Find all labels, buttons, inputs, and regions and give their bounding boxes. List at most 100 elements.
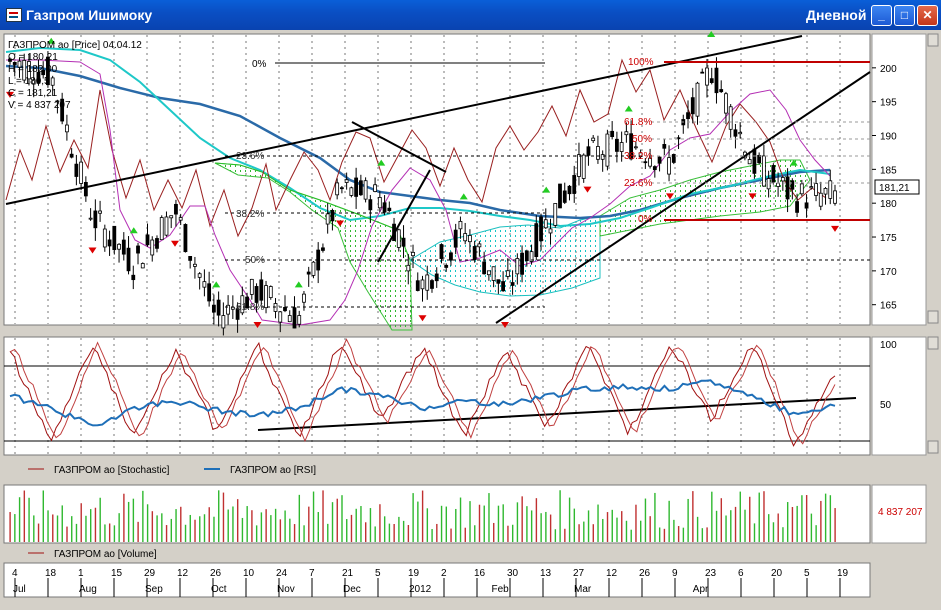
date-tick-day: 19: [837, 568, 849, 579]
osc-tick-100: 100: [880, 340, 897, 351]
candle-up: [363, 180, 368, 200]
fractal-down-arrow: [253, 322, 262, 328]
trendline-upper: [5, 35, 803, 205]
fractal-down-arrow: [831, 225, 839, 232]
stochastic-legend-label: ГАЗПРОМ ао [Stochastic]: [54, 465, 170, 476]
volume-bar: [768, 514, 770, 542]
price-tick-175: 175: [880, 233, 897, 244]
fib2-label-0: 0%: [638, 214, 653, 225]
candle-down: [183, 224, 188, 253]
candle-up: [226, 304, 231, 315]
price-scroll-down[interactable]: [927, 310, 939, 324]
candle-down: [321, 247, 325, 251]
volume-bar: [668, 500, 670, 542]
volume-bar: [644, 498, 647, 542]
period-label[interactable]: Дневной: [806, 7, 867, 23]
candle-down: [121, 239, 126, 255]
fractal-up-arrow: [129, 227, 138, 234]
window-titlebar: Газпром Ишимоку Дневной _ □ ✕: [0, 0, 941, 30]
volume-bar: [18, 497, 21, 542]
candle-up: [581, 154, 586, 179]
candle-down: [629, 133, 634, 160]
volume-bar: [75, 523, 78, 542]
volume-bar: [279, 519, 282, 542]
candle-down: [610, 130, 615, 138]
fractal-down-arrow: [748, 193, 757, 200]
candle-down: [757, 154, 762, 164]
minimize-button[interactable]: _: [871, 5, 892, 26]
volume-bar: [474, 525, 476, 542]
volume-bar: [23, 490, 26, 542]
osc-scroll-up[interactable]: [927, 336, 939, 350]
volume-bar: [530, 510, 533, 542]
candle-down: [354, 177, 359, 197]
trendline-wedge-b: [377, 169, 431, 263]
oscillator-legend: ГАЗПРОМ ао [Stochastic] ГАЗПРОМ ао [RSI]: [28, 465, 316, 476]
volume-bar: [805, 495, 808, 542]
volume-bar: [312, 491, 315, 542]
volume-bar: [606, 512, 609, 542]
volume-bar: [113, 525, 116, 542]
volume-bar: [687, 498, 689, 542]
candle-up: [268, 286, 273, 298]
close-button[interactable]: ✕: [917, 5, 938, 26]
candle-down: [733, 129, 738, 137]
volume-bar: [568, 497, 571, 542]
volume-bar: [47, 510, 49, 542]
volume-bar: [327, 523, 329, 542]
date-tick-day: 6: [738, 568, 744, 579]
price-tick-185: 185: [880, 165, 897, 176]
date-tick-day: 5: [804, 568, 810, 579]
date-tick-day: 12: [177, 568, 189, 579]
volume-bar: [14, 514, 16, 542]
osc-scroll-down[interactable]: [927, 440, 939, 454]
info-close: C = 181,21: [8, 88, 58, 99]
price-scroll-up[interactable]: [927, 33, 939, 47]
candle-up: [31, 79, 36, 85]
candle-up: [728, 106, 733, 130]
candle-down: [8, 58, 12, 62]
candle-up: [140, 263, 145, 269]
candle-up: [648, 157, 652, 167]
candle-up: [420, 279, 425, 290]
volume-bar: [293, 524, 296, 542]
date-tick-day: 20: [771, 568, 783, 579]
candle-up: [463, 233, 468, 242]
trendline-lower: [495, 71, 871, 324]
candle-up: [548, 228, 553, 234]
stochastic-signal-line: [9, 338, 836, 445]
candle-up: [373, 184, 377, 192]
volume-bar: [9, 512, 11, 542]
candle-up: [633, 146, 638, 149]
candle-down: [496, 279, 501, 284]
kijun-line: [5, 64, 831, 220]
stochastic-line: [9, 341, 836, 447]
volume-bar: [440, 505, 443, 542]
candle-up: [55, 100, 60, 103]
volume-bar: [270, 515, 272, 542]
candle-down: [434, 273, 439, 282]
volume-bar: [350, 514, 353, 542]
volume-bar: [108, 523, 111, 542]
fib2-label-100: 100%: [628, 57, 654, 68]
candle-down: [709, 78, 714, 83]
candle-down: [671, 154, 676, 163]
date-tick-day: 1: [78, 568, 84, 579]
candle-down: [339, 187, 344, 190]
maximize-button[interactable]: □: [894, 5, 915, 26]
date-tick-day: 29: [144, 568, 156, 579]
candle-up: [164, 216, 169, 236]
price-candles: [8, 51, 837, 336]
volume-bar: [175, 509, 177, 542]
volume-bar: [777, 513, 779, 542]
volume-bar: [597, 504, 599, 542]
volume-bar: [720, 498, 723, 542]
volume-bar: [236, 499, 239, 542]
candle-up: [468, 235, 472, 243]
volume-bar: [730, 510, 732, 542]
candle-up: [705, 67, 709, 86]
candle-up: [88, 217, 93, 220]
volume-bar: [199, 516, 201, 542]
candle-up: [814, 183, 818, 196]
volume-bar: [42, 490, 44, 542]
